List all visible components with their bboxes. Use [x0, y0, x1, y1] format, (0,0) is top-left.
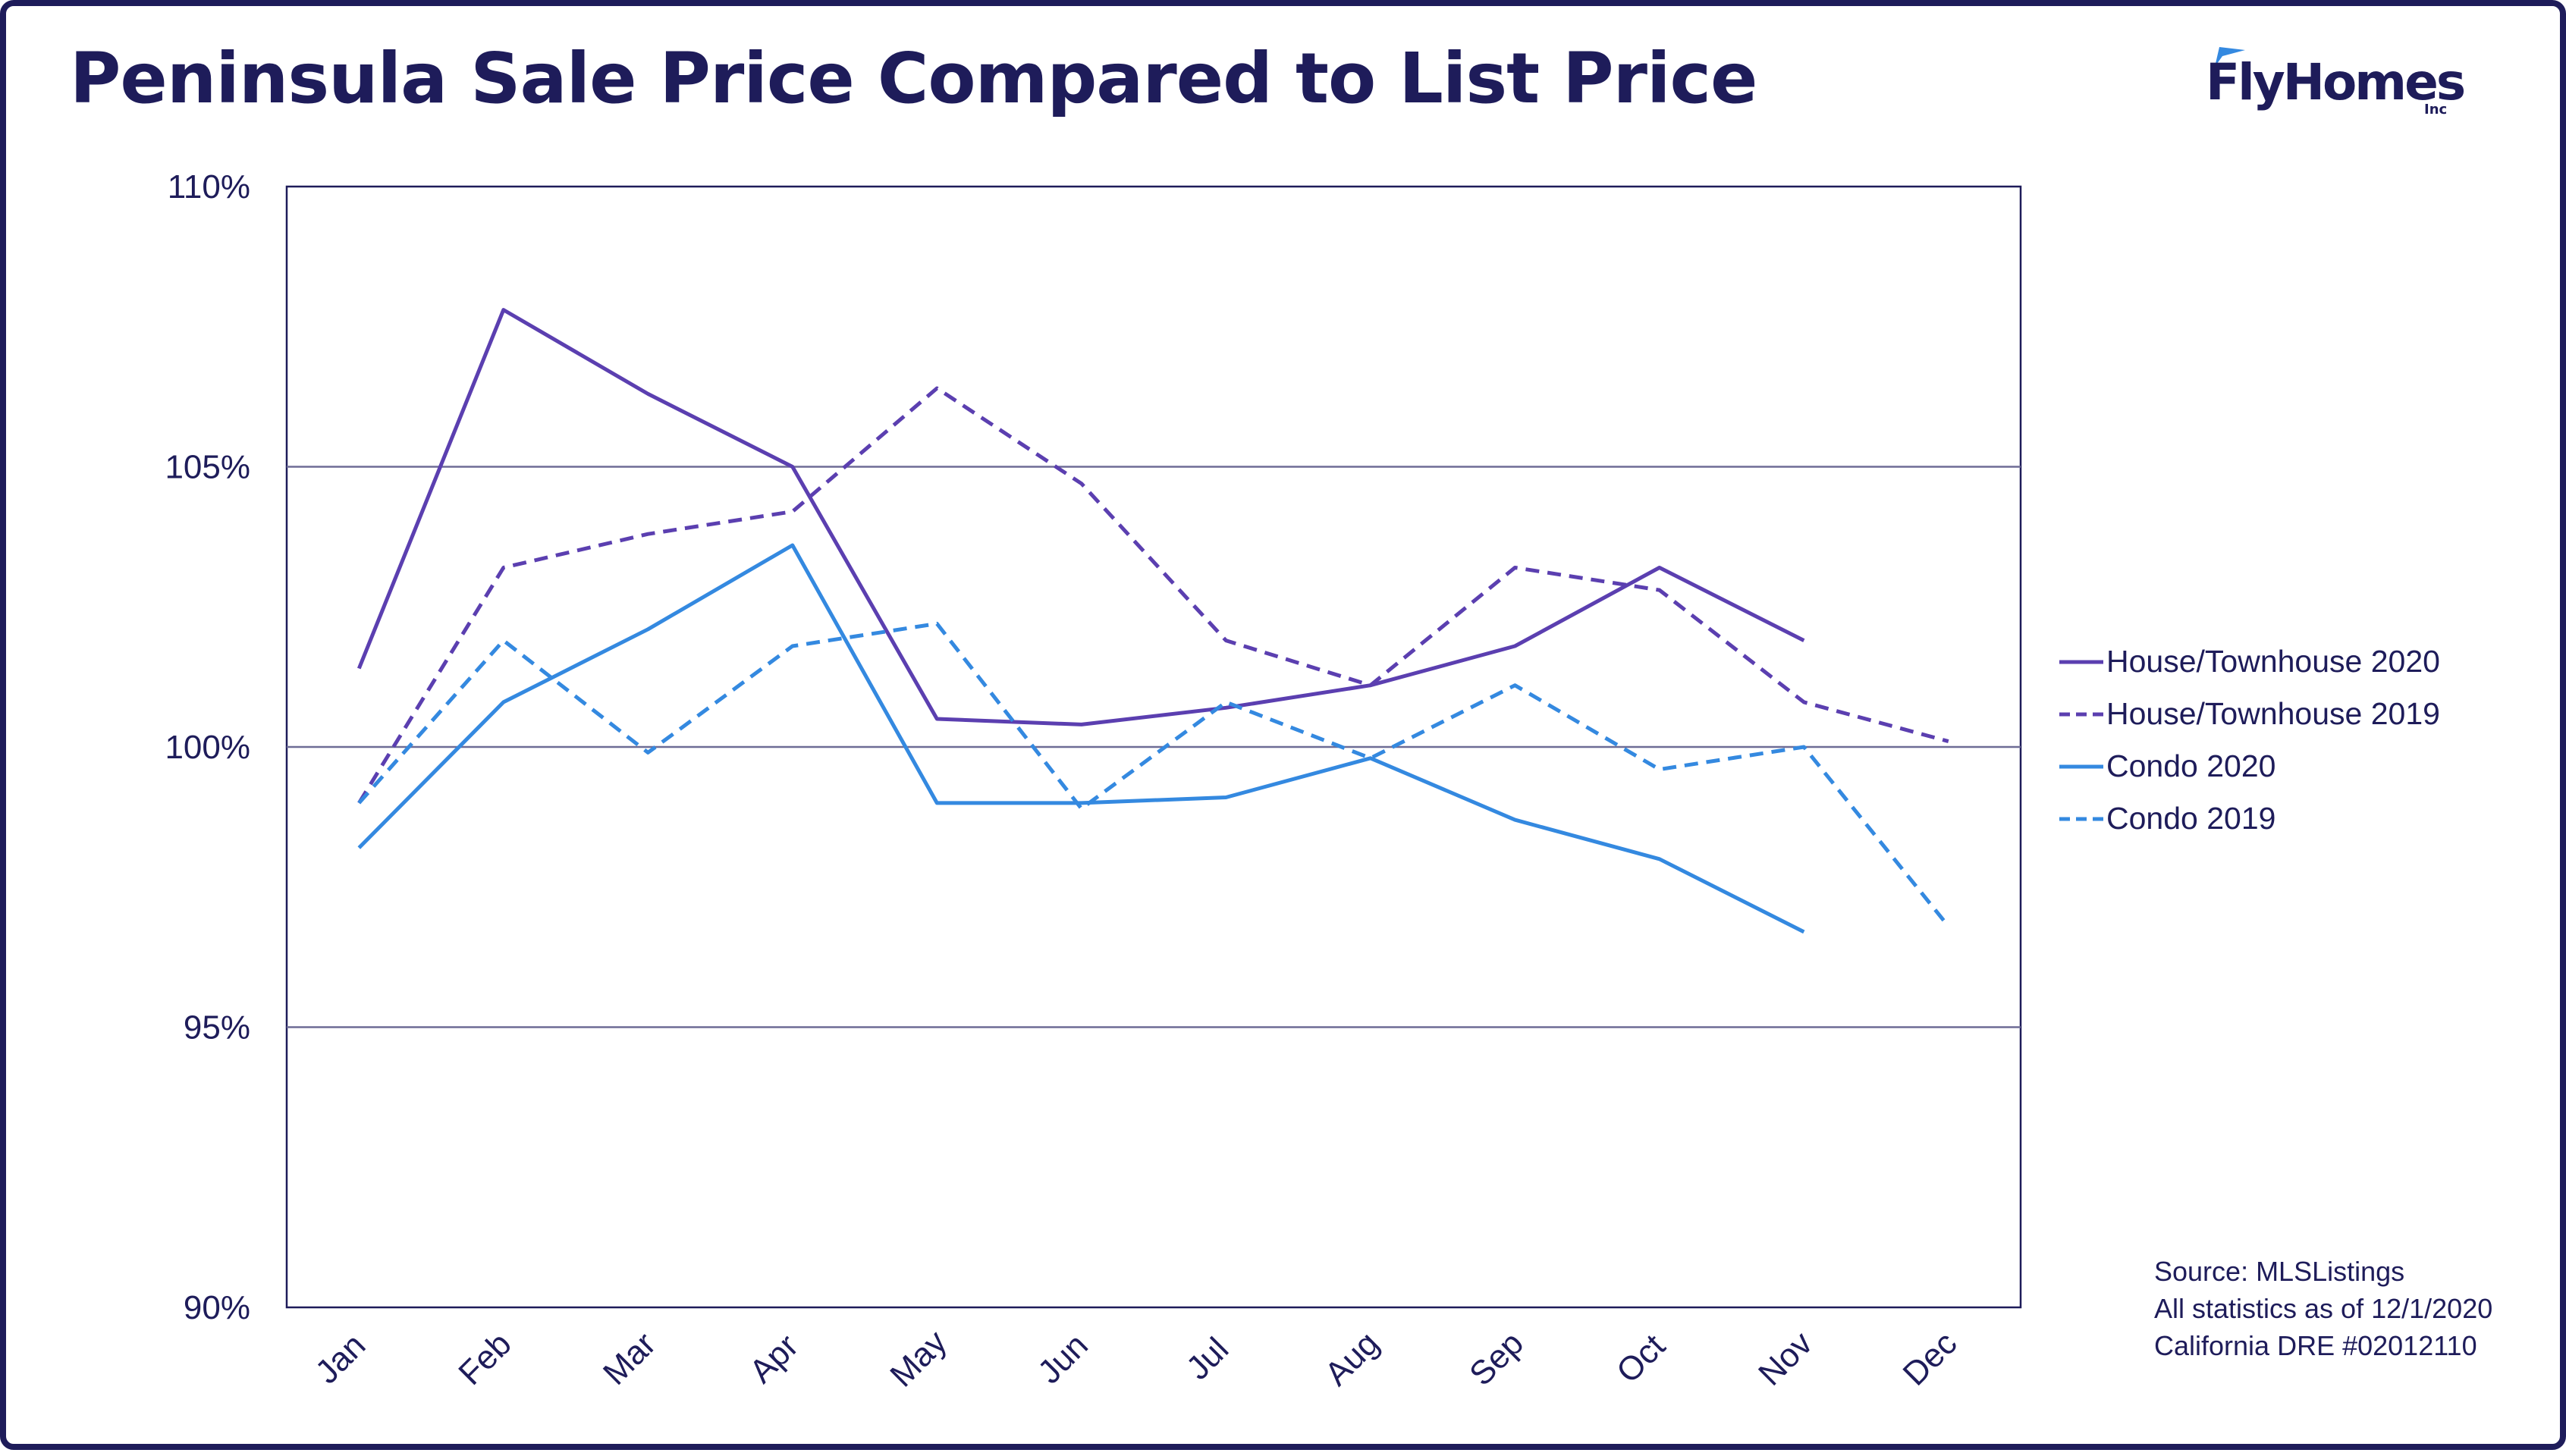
x-tick-label: Sep [1462, 1325, 1531, 1393]
x-tick-label: Oct [1610, 1327, 1672, 1390]
legend-item: Condo 2020 [2058, 740, 2440, 792]
x-tick-label: Jul [1179, 1331, 1236, 1387]
x-tick-label: Feb [451, 1326, 518, 1392]
legend-label: House/Townhouse 2020 [2106, 644, 2440, 679]
series-line [357, 621, 1950, 928]
stats-date-line: All statistics as of 12/1/2020 [2154, 1293, 2493, 1324]
series-line [357, 543, 1805, 934]
legend-label: House/Townhouse 2019 [2106, 696, 2440, 731]
dre-line: California DRE #02012110 [2154, 1330, 2477, 1361]
y-tick-label: 110% [168, 168, 250, 206]
x-tick-label: Jan [309, 1326, 373, 1391]
legend-swatch [2059, 764, 2103, 768]
logo-text: FlyHomes [2206, 53, 2466, 111]
legend-item: House/Townhouse 2020 [2058, 635, 2440, 688]
legend-label: Condo 2020 [2106, 748, 2276, 783]
legend-swatch [2059, 712, 2103, 716]
chart-title: Peninsula Sale Price Compared to List Pr… [70, 38, 1757, 119]
legend-label: Condo 2019 [2106, 801, 2276, 836]
x-tick-label: Aug [1318, 1325, 1386, 1393]
y-tick-label: 90% [184, 1289, 250, 1326]
chart-legend: House/Townhouse 2020 House/Townhouse 2019… [2058, 635, 2440, 845]
logo-flag-icon [2215, 47, 2245, 67]
flyhomes-logo: FlyHomes Inc [2206, 39, 2466, 123]
legend-item: Condo 2019 [2058, 792, 2440, 845]
series-line [356, 308, 1805, 726]
x-tick-label: May [883, 1323, 953, 1394]
x-tick-label: Mar [596, 1326, 663, 1392]
source-note: Source: MLSListings All statistics as of… [2154, 1253, 2492, 1364]
legend-swatch [2059, 660, 2103, 664]
legend-swatch [2059, 817, 2103, 821]
y-tick-label: 105% [165, 449, 250, 486]
x-tick-label: Nov [1751, 1325, 1820, 1393]
x-tick-label: Dec [1896, 1325, 1965, 1393]
source-line: Source: MLSListings [2154, 1256, 2405, 1287]
legend-item: House/Townhouse 2019 [2058, 688, 2440, 740]
x-tick-label: Jun [1031, 1326, 1095, 1391]
series-line [357, 386, 1949, 805]
y-tick-label: 100% [165, 729, 250, 766]
logo-suffix: Inc [2424, 102, 2448, 118]
x-tick-label: Apr [743, 1327, 806, 1390]
line-chart: 90% 95% 100% 105% 110% Jan Feb Mar Apr May Jun Jul A… [165, 168, 2022, 1394]
y-tick-label: 95% [184, 1009, 250, 1046]
